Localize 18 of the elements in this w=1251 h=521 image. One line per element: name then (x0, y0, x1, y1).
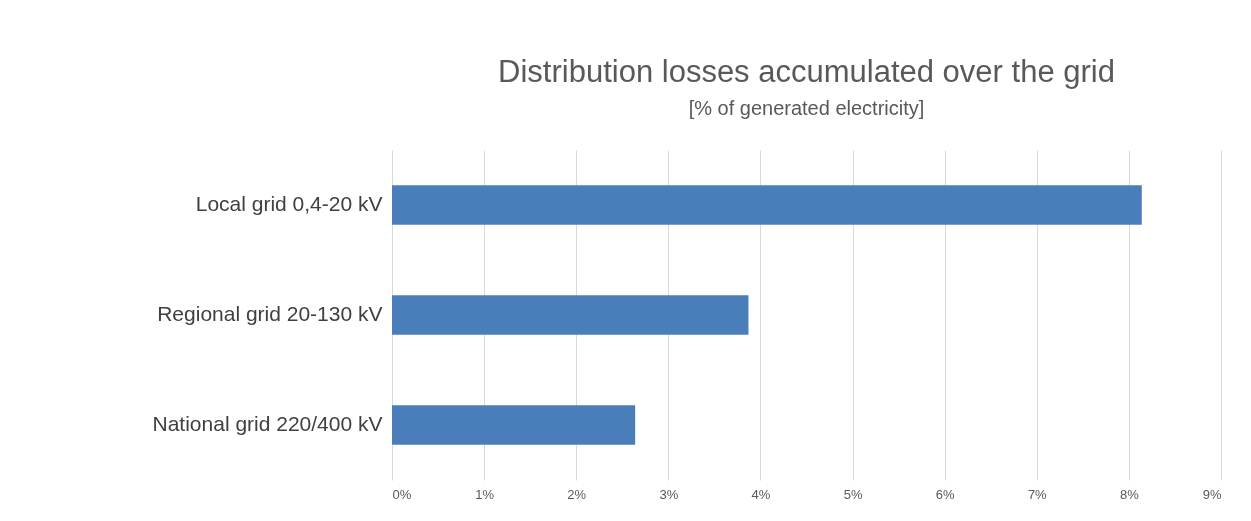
x-tick-label: 2% (567, 486, 587, 502)
x-tick-label: 5% (843, 486, 863, 502)
x-tick-label: 4% (751, 486, 771, 502)
y-tick-label: Local grid 0,4-20 kV (195, 192, 383, 215)
y-tick-label: Regional grid 20-130 kV (157, 302, 383, 325)
x-tick-label: 1% (475, 486, 495, 502)
bar (392, 405, 636, 445)
x-tick-label: 6% (935, 486, 955, 502)
x-tick-label: 3% (659, 486, 679, 502)
bar (392, 295, 749, 335)
x-tick-label: 0% (392, 486, 412, 502)
x-tick-label: 7% (1027, 486, 1048, 502)
x-tick-label: 9% (1202, 486, 1222, 502)
bar (392, 185, 1142, 225)
chart-title: Distribution losses accumulated over the grid (498, 54, 1115, 89)
x-tick-label: 8% (1119, 486, 1140, 502)
chart-subtitle: [% of generated electricity] (688, 97, 925, 119)
y-tick-label: National grid 220/400 kV (152, 412, 383, 435)
